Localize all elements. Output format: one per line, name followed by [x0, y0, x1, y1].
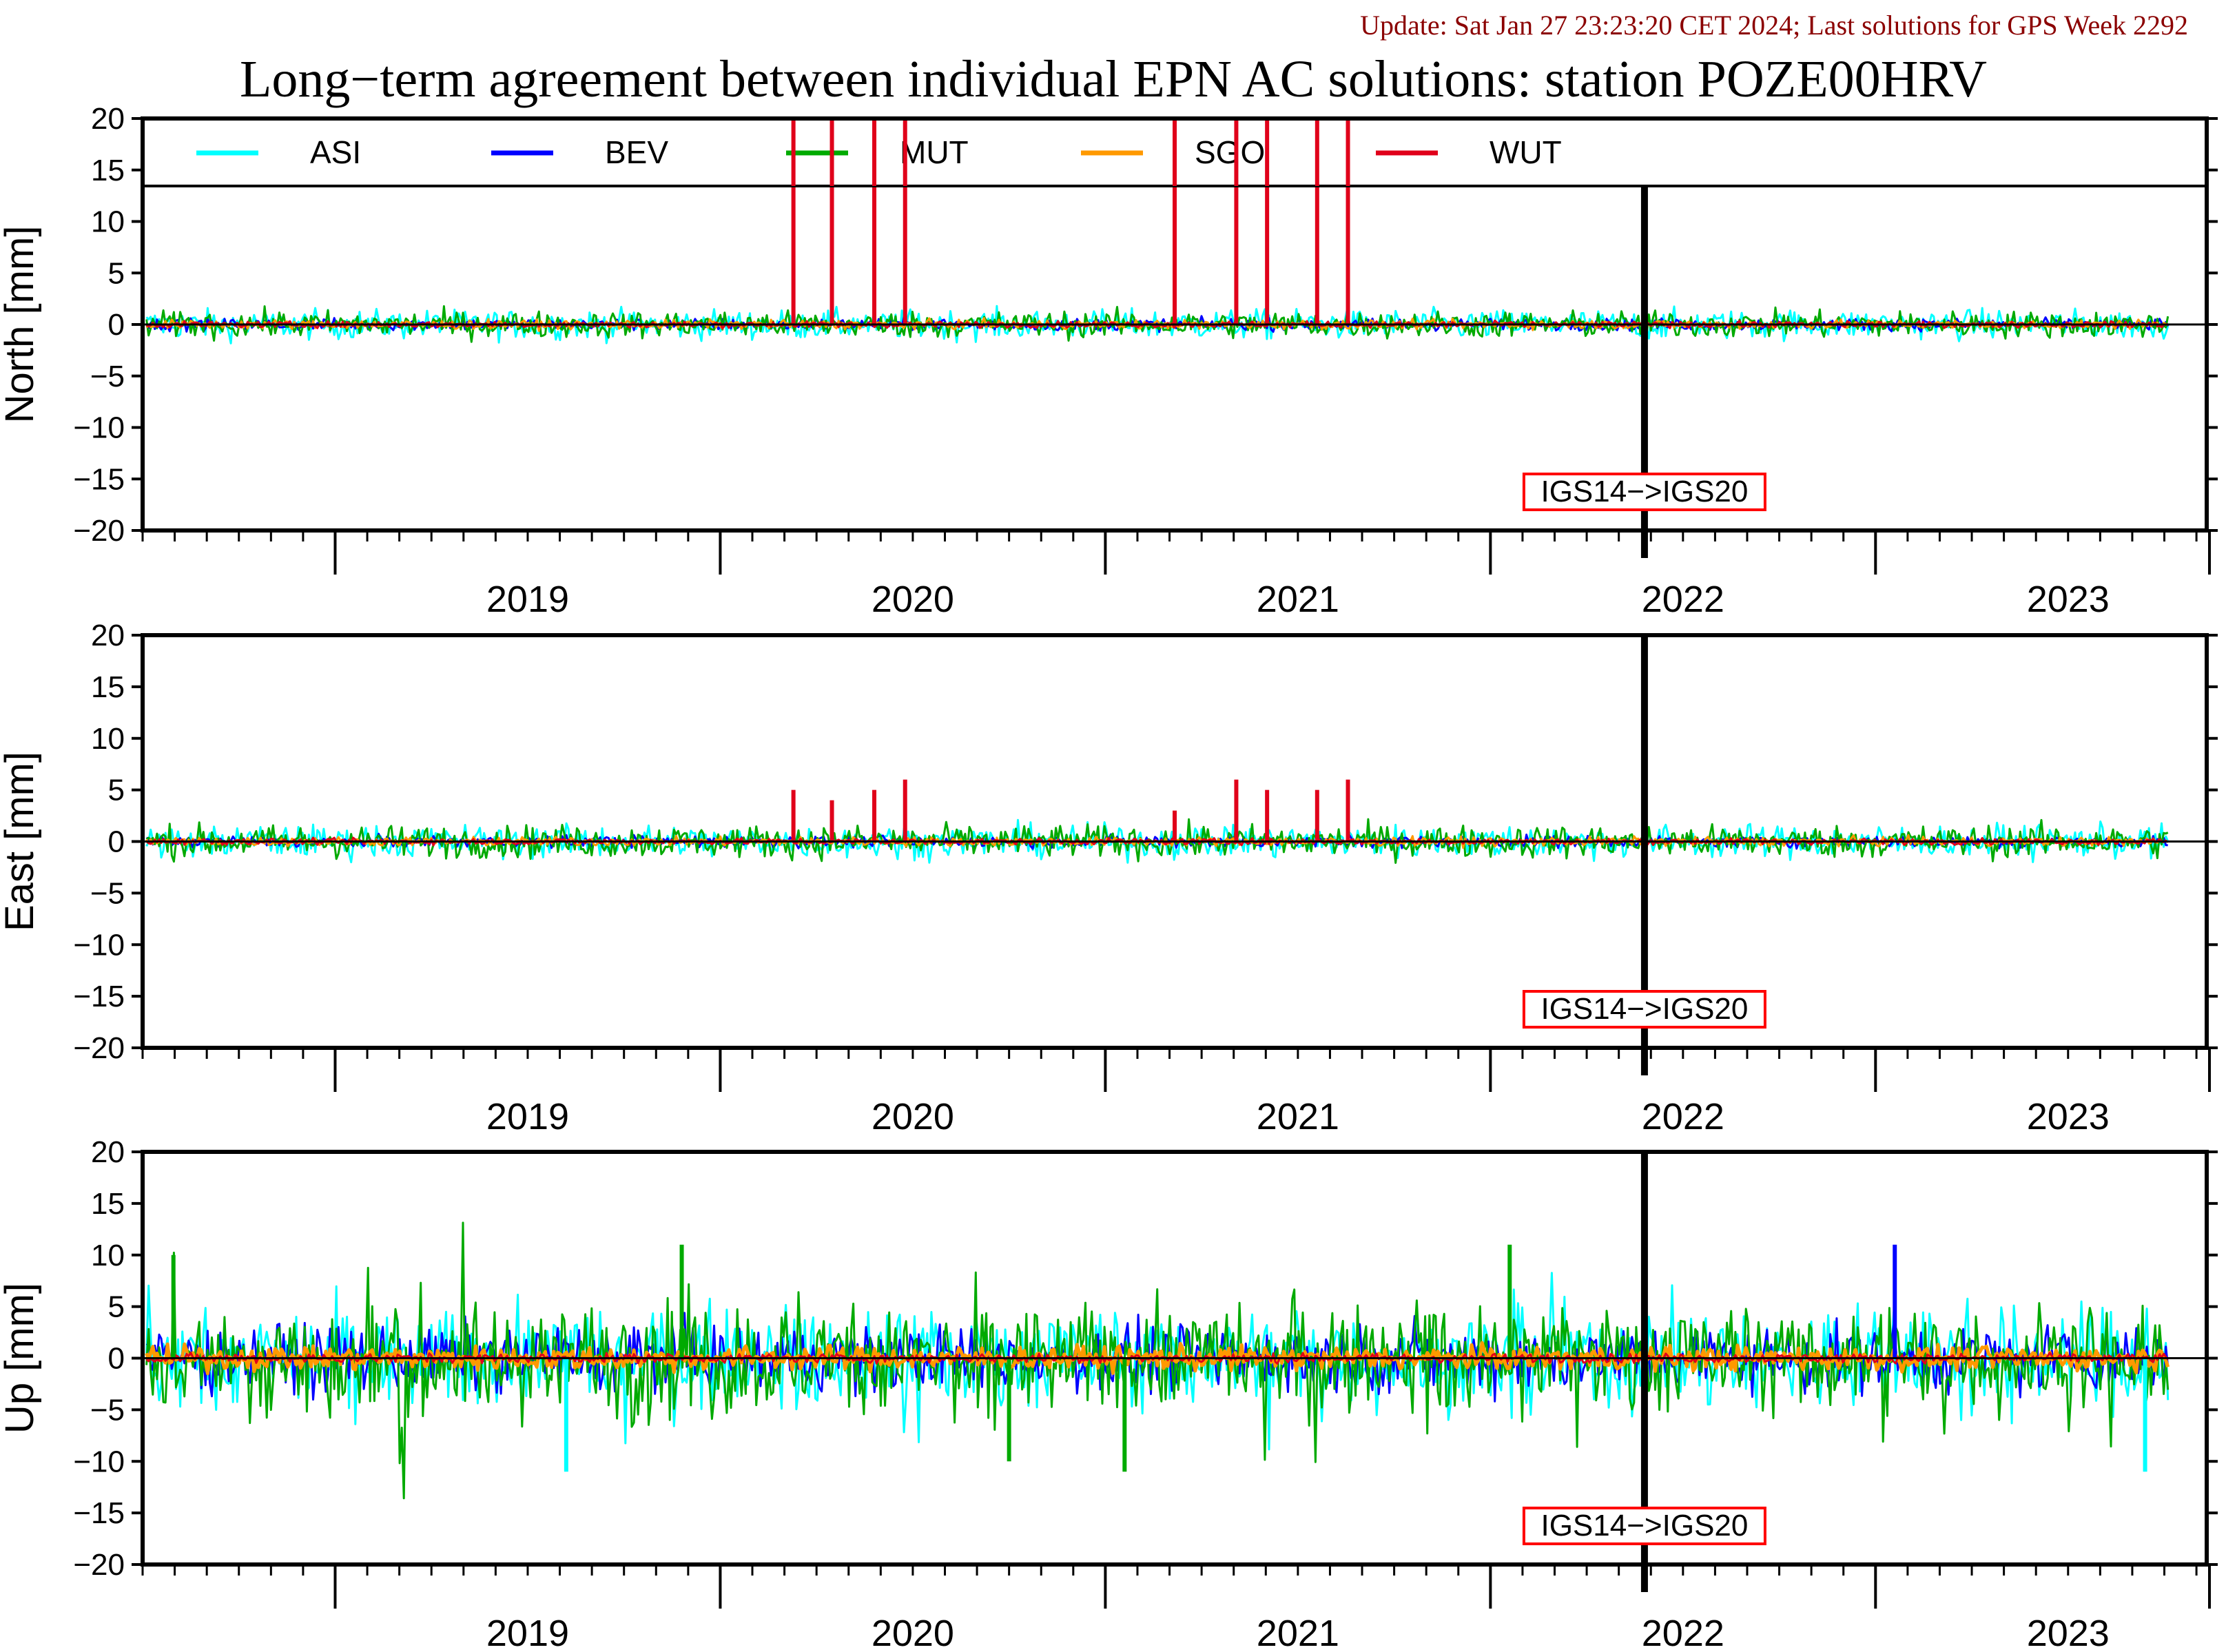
year-label-north-2023: 2023: [2027, 579, 2110, 620]
data-area-east: [145, 779, 2170, 864]
year-label-north-2020: 2020: [872, 579, 954, 620]
series-sgo-up: [145, 1341, 2170, 1376]
ytick-label-north-0: 20: [91, 102, 125, 136]
ytick-label-north-3: 5: [108, 256, 125, 290]
series-mut-east: [145, 818, 2169, 864]
year-label-up-2022: 2022: [1642, 1613, 1724, 1652]
ytick-label-east-8: −20: [73, 1031, 125, 1065]
year-label-east-2021: 2021: [1257, 1096, 1339, 1137]
year-label-east-2020: 2020: [872, 1096, 954, 1137]
plot-layer: ASI BEV MUT SGO WUT IGS14−>IGS20 20 15 10 5 0 −5 −10…: [0, 102, 2218, 1652]
ytick-label-east-5: −5: [90, 876, 125, 910]
ytick-label-east-1: 15: [91, 670, 125, 704]
ylabel-up: Up [mm]: [0, 1283, 42, 1434]
year-label-north-2022: 2022: [1642, 579, 1724, 620]
ytick-label-up-3: 5: [108, 1290, 125, 1324]
ytick-label-north-6: −10: [73, 411, 125, 445]
ytick-label-east-2: 10: [91, 722, 125, 756]
legend-label-mut: MUT: [900, 134, 969, 170]
event-label-north: IGS14−>IGS20: [1540, 475, 1748, 508]
ytick-label-north-1: 15: [91, 154, 125, 187]
year-label-north-2021: 2021: [1257, 579, 1339, 620]
update-text: Update: Sat Jan 27 23:23:20 CET 2024; La…: [1360, 10, 2188, 41]
ytick-label-up-5: −5: [90, 1393, 125, 1427]
year-label-up-2019: 2019: [486, 1613, 569, 1652]
series-asi-east: [145, 818, 2170, 864]
event-label-box-up: [1522, 1507, 1766, 1545]
legend-label-bev: BEV: [605, 134, 668, 170]
series-mut-north: [145, 305, 2170, 343]
panel-up: IGS14−>IGS20 20 15 10 5 0 −5 −10 −15 −20 Up [mm] 20…: [0, 1135, 2218, 1652]
ytick-label-north-4: 0: [108, 308, 125, 342]
ytick-label-up-1: 15: [91, 1187, 125, 1221]
legend-label-asi: ASI: [310, 134, 361, 170]
year-label-up-2020: 2020: [872, 1613, 954, 1652]
event-label-east: IGS14−>IGS20: [1540, 992, 1748, 1026]
figure-title: Long−term agreement between individual E…: [240, 50, 1987, 108]
event-label-up: IGS14−>IGS20: [1540, 1509, 1748, 1542]
legend-label-sgo: SGO: [1195, 134, 1265, 170]
event-label-box-north: [1522, 473, 1766, 511]
ytick-label-east-4: 0: [108, 825, 125, 859]
event-label-box-east: [1522, 990, 1766, 1029]
year-label-east-2023: 2023: [2027, 1096, 2110, 1137]
ylabel-east: East [mm]: [0, 752, 42, 931]
ytick-label-east-3: 5: [108, 774, 125, 807]
year-label-north-2019: 2019: [486, 579, 569, 620]
ytick-label-east-7: −15: [73, 980, 125, 1013]
ytick-label-up-8: −20: [73, 1548, 125, 1582]
ytick-label-up-6: −10: [73, 1445, 125, 1478]
year-label-up-2021: 2021: [1257, 1613, 1339, 1652]
year-label-up-2023: 2023: [2027, 1613, 2110, 1652]
ytick-label-east-0: 20: [91, 619, 125, 652]
year-label-east-2019: 2019: [486, 1096, 569, 1137]
series-mut-up: [145, 1221, 2170, 1500]
ytick-label-up-4: 0: [108, 1342, 125, 1376]
ytick-label-east-6: −10: [73, 928, 125, 962]
ytick-label-north-7: −15: [73, 462, 125, 496]
legend-label-wut: WUT: [1490, 134, 1562, 170]
ytick-label-north-2: 10: [91, 205, 125, 239]
panel-east: IGS14−>IGS20 20 15 10 5 0 −5 −10 −15 −20 East [mm]…: [0, 619, 2218, 1137]
ytick-label-up-0: 20: [91, 1135, 125, 1169]
ytick-label-north-5: −5: [90, 360, 125, 393]
year-label-east-2022: 2022: [1642, 1096, 1724, 1137]
ytick-label-north-8: −20: [73, 514, 125, 548]
ytick-label-up-7: −15: [73, 1496, 125, 1530]
ytick-label-up-2: 10: [91, 1239, 125, 1272]
data-area-up: [145, 1221, 2170, 1500]
ylabel-north: North [mm]: [0, 226, 42, 424]
panel-north: ASI BEV MUT SGO WUT IGS14−>IGS20 20 15 10 5 0 −5 −10…: [0, 102, 2218, 620]
